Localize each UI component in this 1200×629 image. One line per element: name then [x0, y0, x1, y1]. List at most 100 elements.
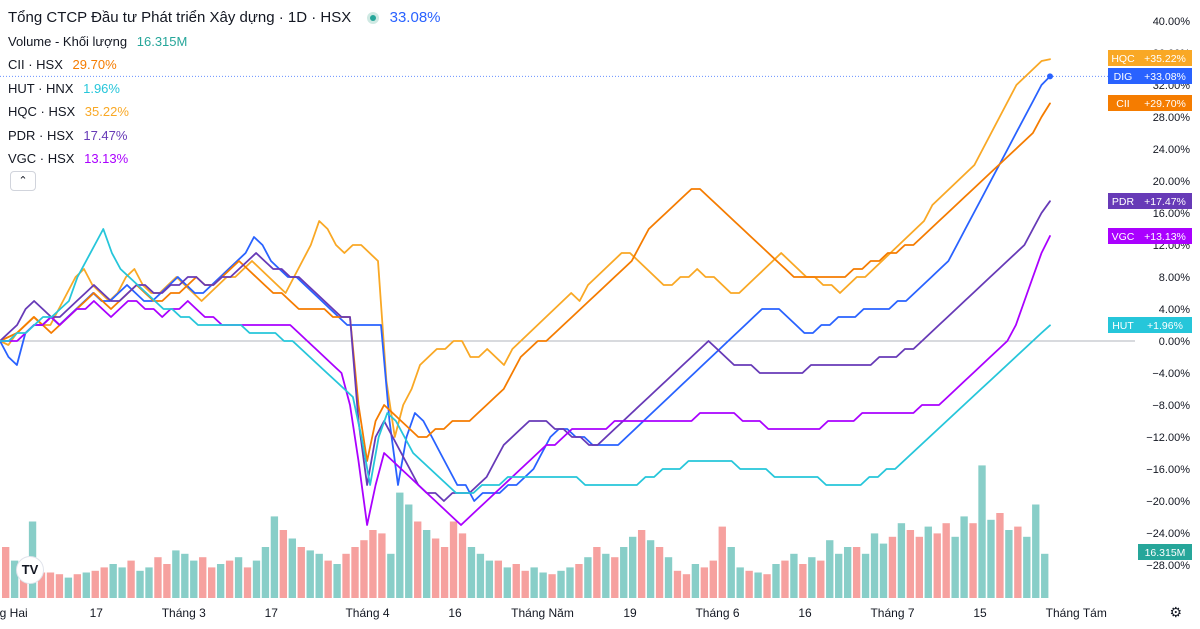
- volume-bar: [664, 557, 673, 598]
- volume-bar: [548, 574, 556, 598]
- volume-bar: [91, 570, 99, 598]
- compare-value: 29.70%: [72, 57, 117, 72]
- volume-bar: [655, 547, 664, 598]
- tag-symbol-text: DIG: [1114, 71, 1133, 83]
- time-axis[interactable]: Tháng Hai 17 Tháng 3 17 Tháng 4 16 Tháng Năm 19…: [0, 606, 1107, 620]
- volume-bar: [73, 574, 82, 598]
- volume-bar: [924, 526, 932, 598]
- volume-bar: [951, 536, 959, 598]
- volume-bar: [879, 543, 888, 598]
- volume-bar: [64, 577, 73, 598]
- tag-value-box: [1138, 228, 1192, 244]
- x-tick-label: 19: [623, 606, 637, 620]
- volume-bar: [279, 530, 288, 598]
- volume-bar: [933, 533, 941, 598]
- volume-bar: [754, 572, 762, 598]
- volume-bar: [709, 560, 717, 598]
- volume-bar: [172, 550, 180, 598]
- volume-bar: [82, 572, 90, 598]
- volume-bar: [199, 557, 207, 598]
- tradingview-logo[interactable]: TV: [16, 556, 44, 584]
- x-tick-label: Tháng 7: [870, 606, 914, 620]
- gear-icon[interactable]: ⚙: [1169, 604, 1182, 620]
- y-tick-label: 0.00%: [1159, 336, 1190, 348]
- x-tick-label: Tháng Tám: [1046, 606, 1107, 620]
- tag-symbol-box: [1108, 228, 1138, 244]
- volume-bar: [145, 567, 153, 598]
- volume-bar: [978, 465, 986, 598]
- volume-bar: [369, 530, 377, 598]
- legend-volume-row[interactable]: Volume - Khối lượng 16.315M: [8, 30, 441, 54]
- volume-bar: [181, 553, 189, 598]
- volume-bar: [584, 557, 592, 598]
- volume-bar: [396, 492, 404, 598]
- volume-bar: [1041, 553, 1049, 598]
- y-tick-label: −8.00%: [1152, 400, 1190, 412]
- volume-bar: [888, 536, 897, 598]
- volume-bar: [781, 560, 789, 598]
- volume-bar: [136, 570, 144, 598]
- series-line-cii: [0, 102, 1051, 462]
- volume-bar: [333, 564, 341, 598]
- market-status-icon[interactable]: [367, 12, 380, 24]
- volume-bar: [843, 547, 852, 598]
- volume-bar: [297, 547, 305, 598]
- tag-symbol-text: HUT: [1112, 320, 1134, 332]
- volume-bar: [252, 560, 261, 598]
- y-tick-label: −28.00%: [1146, 560, 1190, 572]
- y-tick-label: 4.00%: [1159, 304, 1190, 316]
- volume-bar: [969, 523, 977, 598]
- volume-bar: [154, 557, 162, 598]
- y-tick-label: −20.00%: [1146, 496, 1190, 508]
- last-value-tag-vgc: VGC +13.13%: [1108, 228, 1192, 244]
- x-tick-label: 17: [265, 606, 279, 620]
- symbol-title[interactable]: Tổng CTCP Đầu tư Phát triển Xây dựng · 1…: [8, 9, 352, 26]
- tag-value-text: +17.47%: [1144, 196, 1186, 208]
- volume-bar: [306, 550, 314, 598]
- compare-value: 13.13%: [84, 151, 129, 166]
- legend-compare-pdr[interactable]: PDR · HSX 17.47%: [8, 124, 441, 148]
- series-line-hqc: [0, 58, 1051, 438]
- volume-bar: [378, 533, 386, 598]
- compare-value: 1.96%: [83, 80, 120, 96]
- tag-symbol-box: [1108, 68, 1138, 84]
- volume-bar: [611, 557, 619, 598]
- tag-symbol-text: HQC: [1111, 53, 1135, 65]
- collapse-legend-button[interactable]: ⌃: [10, 171, 36, 191]
- volume-bar: [494, 560, 503, 598]
- volume-bar: [512, 564, 520, 598]
- tag-symbol-box: [1108, 317, 1138, 333]
- tag-symbol-box: [1108, 50, 1138, 66]
- tag-symbol-text: PDR: [1112, 196, 1135, 208]
- volume-bar: [790, 553, 798, 598]
- legend-compare-hut[interactable]: HUT · HNX 1.96%: [8, 77, 441, 101]
- volume-bar: [763, 574, 771, 598]
- series-line-vgc: [0, 235, 1051, 526]
- volume-bar: [942, 523, 950, 598]
- volume-bar: [216, 564, 225, 598]
- tag-value-text: +13.13%: [1144, 231, 1186, 243]
- tag-value-box: [1138, 544, 1192, 560]
- volume-bar: [261, 547, 270, 598]
- volume-bar: [906, 530, 915, 598]
- compare-label: HQC · HSX: [8, 104, 76, 119]
- chart-grid: [0, 75, 1135, 342]
- legend-compare-cii[interactable]: CII · HSX 29.70%: [8, 53, 441, 77]
- volume-bar: [852, 547, 861, 598]
- tag-value-text: +29.70%: [1144, 98, 1186, 110]
- y-tick-label: 8.00%: [1159, 272, 1190, 284]
- x-tick-label: Tháng Hai: [0, 606, 28, 620]
- tag-value-box: [1138, 95, 1192, 111]
- last-value-tag-volume: 16.315M: [1138, 544, 1192, 560]
- volume-bar: [1032, 504, 1040, 598]
- volume-bar: [682, 574, 691, 598]
- volume-bar: [996, 513, 1004, 598]
- tag-value-box: [1138, 68, 1192, 84]
- volume-bar: [897, 523, 906, 598]
- volume-bar: [593, 547, 601, 598]
- compare-value: 17.47%: [83, 127, 128, 143]
- chart-legend: Tổng CTCP Đầu tư Phát triển Xây dựng · 1…: [8, 6, 441, 171]
- legend-compare-vgc[interactable]: VGC · HSX 13.13%: [8, 147, 441, 171]
- legend-compare-hqc[interactable]: HQC · HSX 35.22%: [8, 100, 441, 124]
